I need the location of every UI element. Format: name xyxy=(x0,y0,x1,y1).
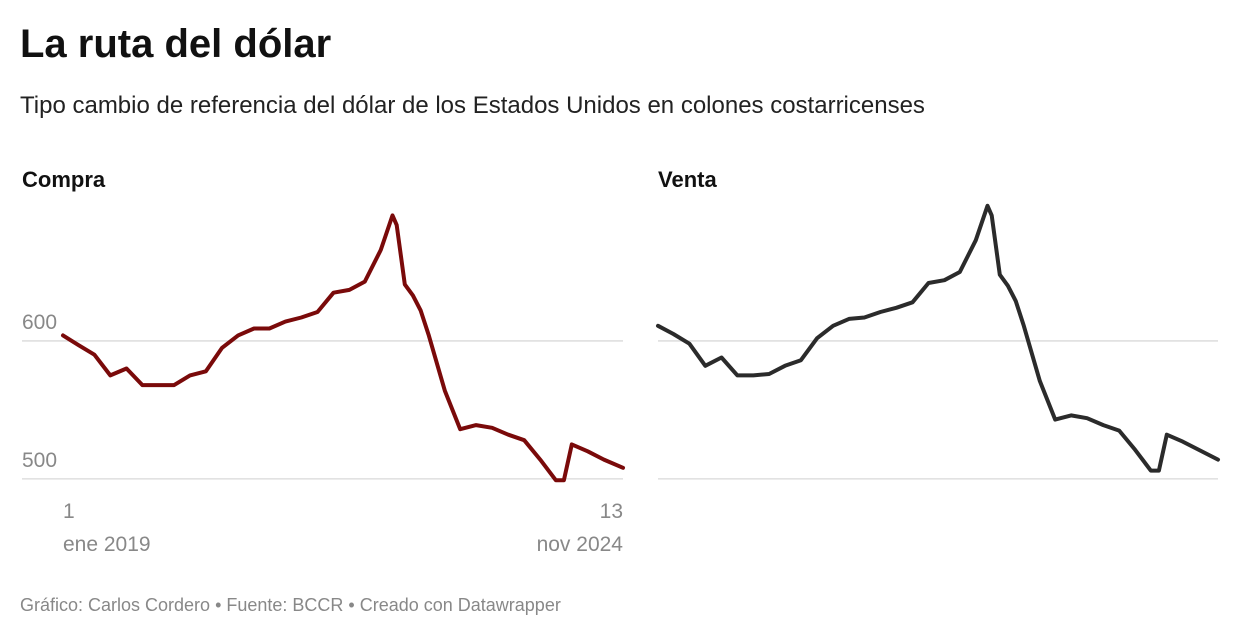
y-tick-label: 500 xyxy=(22,448,58,472)
x-tick-label: 13 nov 2024 xyxy=(536,500,623,556)
subtitle: Tipo cambio de referencia del dólar de l… xyxy=(20,92,925,119)
title: La ruta del dólar xyxy=(20,22,332,66)
x-tick-label: 1 ene 2019 xyxy=(63,500,151,556)
panel-title: Compra xyxy=(22,167,106,192)
line xyxy=(61,213,625,483)
line xyxy=(656,203,1220,473)
footer: Gráfico: Carlos Cordero • Fuente: BCCR •… xyxy=(20,595,561,615)
y-tick-label: 600 xyxy=(22,310,58,334)
panel-title: Venta xyxy=(658,167,717,192)
